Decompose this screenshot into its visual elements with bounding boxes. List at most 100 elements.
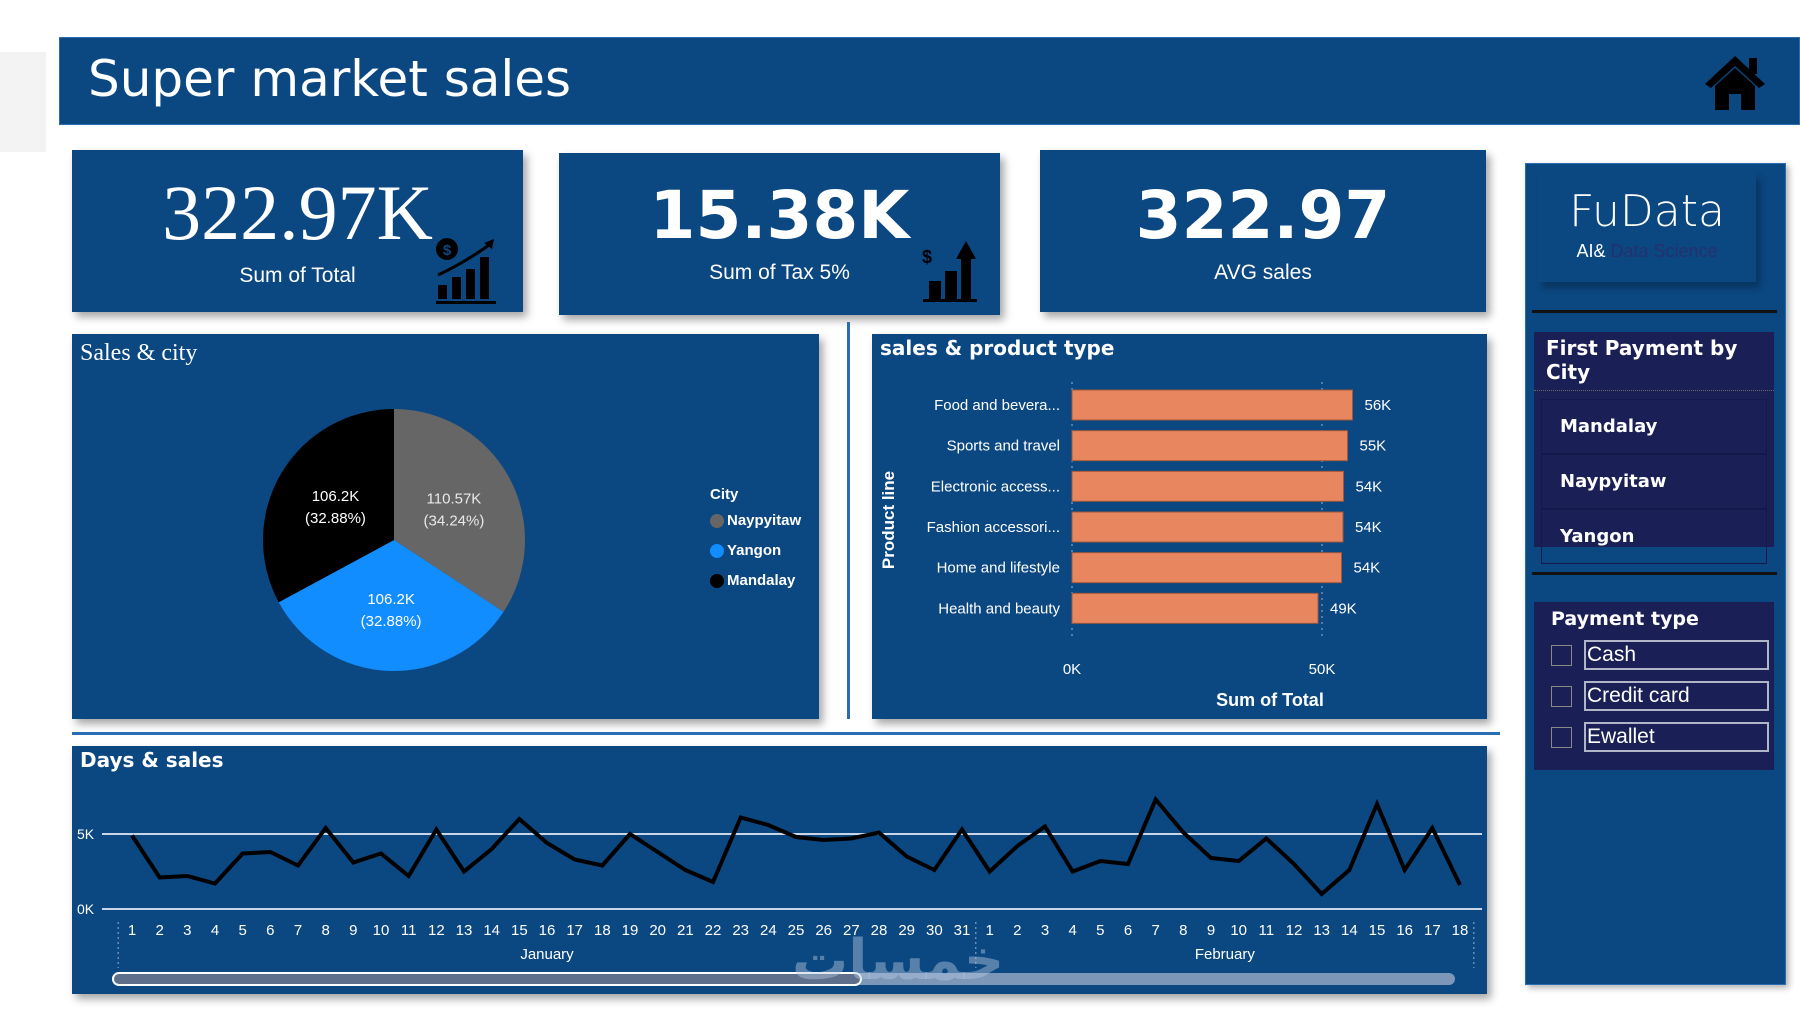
x-tick-label: 10 xyxy=(1230,922,1247,939)
x-tick-label: 5 xyxy=(1096,922,1104,939)
page-title: Super market sales xyxy=(88,50,572,108)
kpi-value: 322.97 xyxy=(1135,177,1391,254)
city-option-label: Naypyitaw xyxy=(1560,471,1667,492)
scrollbar-thumb[interactable] xyxy=(112,972,862,986)
x-tick-label: 23 xyxy=(732,922,749,939)
checkbox[interactable] xyxy=(1551,685,1572,707)
x-tick-label: 25 xyxy=(788,922,805,939)
x-tick-label: 24 xyxy=(760,922,777,939)
legend-dot xyxy=(710,573,724,588)
payment-option-label[interactable]: Credit card xyxy=(1584,681,1769,711)
bar xyxy=(1071,430,1348,462)
x-tick-label: 11 xyxy=(1259,922,1275,939)
x-tick-label: 18 xyxy=(1452,922,1469,939)
x-tick-label: 16 xyxy=(1396,922,1413,939)
x-tick-label: 8 xyxy=(321,922,329,939)
pie-chart: 110.57K (34.24%) 106.2K (32.88%) 106.2K (32.8… xyxy=(262,409,525,671)
x-tick-label: 17 xyxy=(566,922,583,939)
x-tick-label: 5 xyxy=(238,922,246,939)
x-tick-label: 4 xyxy=(211,922,219,939)
bar xyxy=(1071,592,1319,624)
panel-title: Days & sales xyxy=(80,748,224,772)
legend-item-yangon[interactable]: Yangon xyxy=(710,542,781,559)
dollar-bar-arrow-icon: $ xyxy=(922,241,977,302)
x-tick-label: 10 xyxy=(373,922,390,939)
data-label-percent: (32.88%) xyxy=(305,510,366,527)
kpi-card-tax: 15.38K Sum of Tax 5% $ xyxy=(559,153,1000,315)
y-tick-label: 0K xyxy=(77,901,95,917)
divider xyxy=(1532,572,1777,575)
x-tick-label: 21 xyxy=(677,922,694,939)
vertical-divider xyxy=(847,322,850,719)
legend-label: Yangon xyxy=(727,542,782,559)
x-tick-label: 19 xyxy=(622,922,639,939)
x-tick-label: 29 xyxy=(898,922,915,939)
kpi-label: Sum of Total xyxy=(239,264,356,287)
city-slicer-title: First Payment by City xyxy=(1534,332,1774,391)
data-label: 54K xyxy=(1355,519,1382,536)
x-tick-label: 9 xyxy=(1207,922,1215,939)
x-tick-label: 6 xyxy=(266,922,274,939)
legend-item-naypyitaw[interactable]: Naypyitaw xyxy=(710,512,801,529)
payment-option-credit-card[interactable]: Credit card xyxy=(1551,681,1774,711)
city-option-label: Yangon xyxy=(1560,526,1635,547)
x-tick-label: 12 xyxy=(1286,922,1303,939)
days-sales-panel: Days & sales 0K 5K 1 2 3 4 5 6 7 8 9 10 11 12 13 14 15 16… xyxy=(72,746,1487,994)
x-tick-label: 20 xyxy=(649,922,666,939)
data-label-value: 106.2K xyxy=(312,488,360,505)
svg-text:$: $ xyxy=(922,247,932,267)
panel-title: sales & product type xyxy=(880,336,1115,360)
x-tick-label: 15 xyxy=(511,922,528,939)
home-icon[interactable] xyxy=(1703,52,1767,110)
kpi-value: 322.97K xyxy=(162,169,433,256)
data-label-value: 110.57K xyxy=(427,491,482,508)
filter-sidebar: FuData AI& Data Science First Payment by… xyxy=(1525,163,1786,985)
side-strip xyxy=(0,52,46,152)
data-label-value: 106.2K xyxy=(367,591,415,608)
x-tick-label: 11 xyxy=(401,922,417,939)
payment-option-ewallet[interactable]: Ewallet xyxy=(1551,722,1774,752)
legend-dot xyxy=(710,543,724,558)
x-tick-label: 1 xyxy=(128,922,136,939)
brand-logo: FuData AI& Data Science xyxy=(1538,172,1756,282)
y-tick-label: Sports and travel xyxy=(947,438,1060,455)
payment-slicer: Payment type Cash Credit card Ewallet xyxy=(1534,602,1774,770)
y-tick-label: Health and beauty xyxy=(938,600,1060,617)
bar xyxy=(1071,552,1342,584)
x-tick-label: 3 xyxy=(1041,922,1049,939)
brand-name: FuData xyxy=(1569,186,1725,237)
city-option-label: Mandalay xyxy=(1560,416,1658,437)
city-option-mandalay[interactable]: Mandalay xyxy=(1541,399,1767,454)
x-tick-label: 17 xyxy=(1424,922,1441,939)
divider xyxy=(1532,310,1777,313)
payment-option-label[interactable]: Cash xyxy=(1584,640,1769,670)
payment-option-label[interactable]: Ewallet xyxy=(1584,722,1769,752)
sales-city-panel: Sales & city 110.57K (34.24%) 106.2K (32.88… xyxy=(72,334,819,719)
checkbox[interactable] xyxy=(1551,726,1572,748)
data-label-percent: (32.88%) xyxy=(361,613,422,630)
city-option-yangon[interactable]: Yangon xyxy=(1541,509,1767,564)
kpi-card-avg: 322.97 AVG sales xyxy=(1040,150,1486,312)
bar xyxy=(1071,511,1344,543)
x-tick-label: 14 xyxy=(1341,922,1358,939)
city-option-naypyitaw[interactable]: Naypyitaw xyxy=(1541,454,1767,509)
x-tick-label: 3 xyxy=(183,922,191,939)
x-tick-label: 8 xyxy=(1179,922,1187,939)
legend-dot xyxy=(710,513,724,528)
x-tick-label: 7 xyxy=(1151,922,1159,939)
bar xyxy=(1071,470,1344,502)
x-tick-label: 1 xyxy=(985,922,993,939)
payment-option-cash[interactable]: Cash xyxy=(1551,640,1774,670)
kpi-label: Sum of Tax 5% xyxy=(709,261,850,284)
x-tick-label: 9 xyxy=(349,922,357,939)
brand-tagline: AI& Data Science xyxy=(1538,241,1756,262)
x-axis-label: Sum of Total xyxy=(1216,690,1324,710)
x-tick-label: 14 xyxy=(483,922,500,939)
legend-item-mandalay[interactable]: Mandalay xyxy=(710,572,795,589)
data-label: 56K xyxy=(1365,397,1392,414)
x-tick-label: 18 xyxy=(594,922,611,939)
x-tick-label: 28 xyxy=(871,922,888,939)
checkbox[interactable] xyxy=(1551,644,1572,666)
x-tick-label: 6 xyxy=(1124,922,1132,939)
data-label: 55K xyxy=(1360,438,1387,455)
